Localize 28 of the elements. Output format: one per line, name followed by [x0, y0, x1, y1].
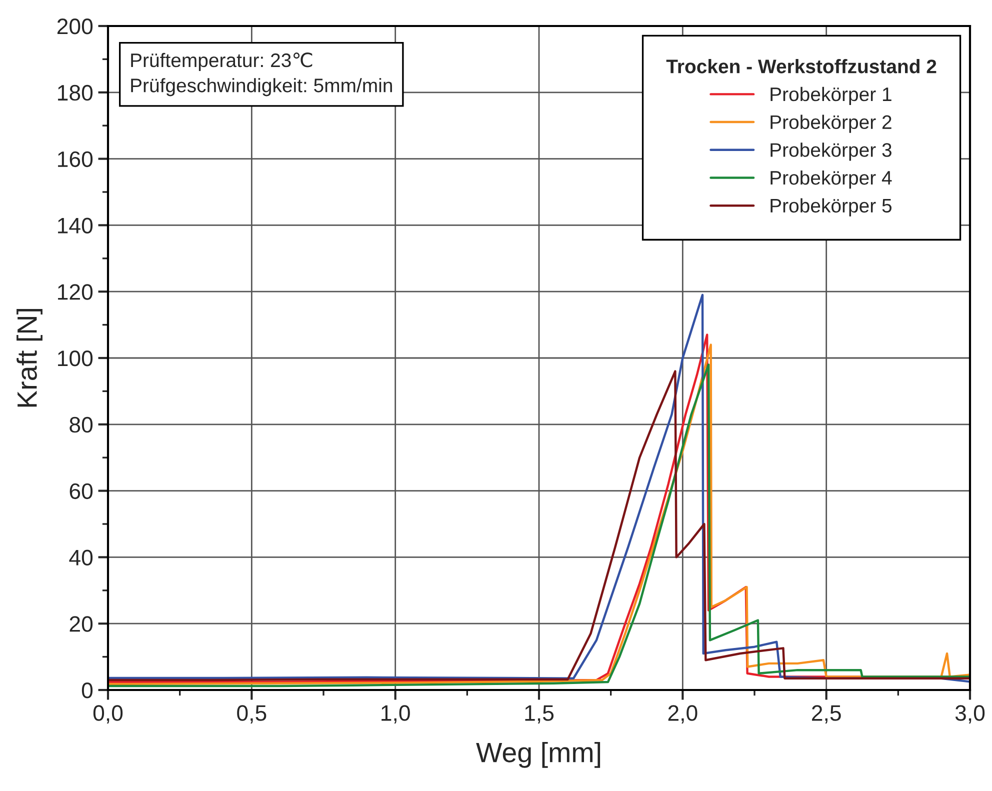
- y-tick-label: 160: [58, 151, 93, 168]
- annotation: Prüfgeschwindigkeit: 5mm/min: [131, 78, 392, 96]
- x-axis-title: Weg [mm]: [476, 742, 600, 768]
- legend-label: Probekörper 4: [770, 170, 892, 189]
- x-tick-label: 2,0: [668, 705, 698, 724]
- legend-label: Probekörper 1: [770, 86, 892, 106]
- y-tick-label: 80: [70, 416, 93, 433]
- legend-label: Probekörper 5: [770, 198, 892, 216]
- y-tick-label: 60: [70, 483, 93, 500]
- x-tick-label: 1,5: [525, 705, 554, 724]
- x-tick-label: 2,5: [812, 705, 841, 724]
- y-tick-label: 20: [70, 616, 93, 632]
- x-tick-label: 1,0: [382, 705, 410, 724]
- annotation: Prüftemperatur: 23℃: [131, 52, 312, 72]
- x-tick-label: 0,0: [93, 705, 123, 724]
- y-axis-title: Kraft [N]: [16, 309, 42, 407]
- y-tick-label: 100: [58, 350, 93, 366]
- legend-title: Trocken - Werkstoffzustand 2: [666, 59, 936, 74]
- legend-label: Probekörper 2: [770, 114, 892, 133]
- y-tick-label: 140: [58, 218, 93, 234]
- legend-label: Probekörper 3: [770, 142, 892, 161]
- x-tick-label: 0,5: [237, 705, 266, 724]
- y-tick-label: 180: [58, 84, 93, 101]
- y-tick-label: 120: [58, 284, 93, 300]
- x-tick-label: 3,0: [955, 705, 985, 724]
- y-tick-label: 200: [57, 18, 93, 34]
- y-tick-label: 0: [82, 682, 93, 698]
- y-tick-label: 40: [69, 550, 93, 566]
